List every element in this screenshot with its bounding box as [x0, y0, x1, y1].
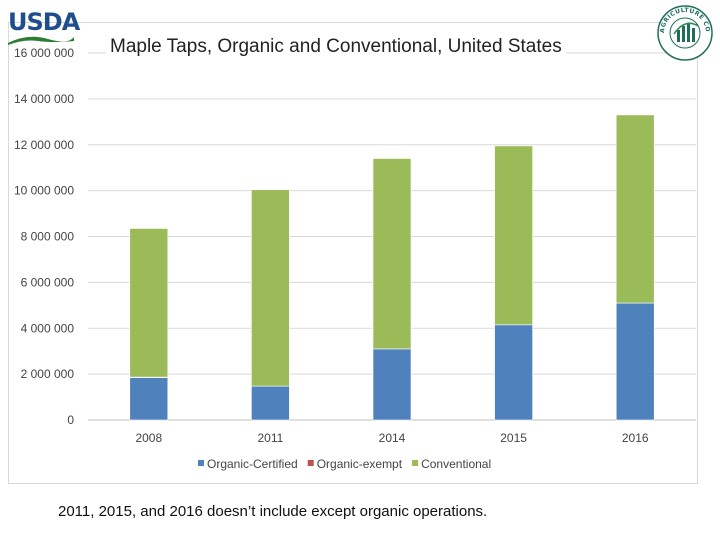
x-tick-label: 2016: [622, 431, 649, 445]
bar-conventional-2015: [494, 145, 533, 326]
legend: Organic-Certified Organic-exempt Conventio…: [198, 457, 491, 471]
legend-swatch: [412, 460, 419, 466]
bar-organic-certified-2008: [129, 377, 169, 421]
legend-swatch: [307, 460, 314, 466]
y-tick-label: 2 000 000: [21, 367, 75, 381]
legend-label: Organic-exempt: [317, 457, 403, 471]
usda-swoosh-icon: [8, 36, 74, 45]
bar-organic-certified-2014: [372, 348, 412, 421]
bar-organic-certified-2015: [494, 324, 533, 421]
y-tick-label: 12 000 000: [14, 138, 74, 152]
bars: [129, 114, 655, 421]
usda-logo-text: USDA: [8, 8, 80, 36]
bar-organic-certified-2011: [251, 385, 290, 421]
y-tick-label: 16 000 000: [14, 46, 74, 60]
chart-title: Maple Taps, Organic and Conventional, Un…: [106, 36, 566, 58]
legend-label: Conventional: [421, 457, 491, 471]
x-tick-label: 2011: [257, 431, 283, 445]
x-tick-label: 2015: [500, 431, 527, 445]
y-tick-label: 0: [67, 413, 74, 427]
bar-conventional-2016: [615, 114, 655, 304]
x-axis-ticks: 2008 2011 2014 2015 2016: [135, 431, 648, 445]
legend-swatch: [198, 460, 204, 466]
bar-organic-certified-2016: [615, 302, 655, 421]
footnote: 2011, 2015, and 2016 doesn’t include exc…: [58, 503, 488, 520]
bar-conventional-2011: [251, 189, 290, 387]
x-tick-label: 2014: [379, 431, 406, 445]
y-tick-label: 8 000 000: [21, 230, 75, 244]
y-tick-label: 14 000 000: [14, 92, 74, 106]
x-tick-label: 2008: [135, 431, 162, 445]
bar-conventional-2008: [129, 228, 169, 378]
y-tick-label: 4 000 000: [21, 321, 75, 335]
y-tick-label: 6 000 000: [21, 275, 75, 289]
y-tick-label: 10 000 000: [14, 184, 74, 198]
bar-conventional-2014: [372, 158, 412, 350]
y-axis-ticks: 0 2 000 000 4 000 000 6 000 000 8 000 000 10 …: [14, 46, 74, 427]
nass-seal-icon: AGRICULTURE COUNTS: [656, 4, 713, 61]
usda-logo: USDA: [8, 8, 80, 45]
legend-label: Organic-Certified: [207, 457, 298, 471]
